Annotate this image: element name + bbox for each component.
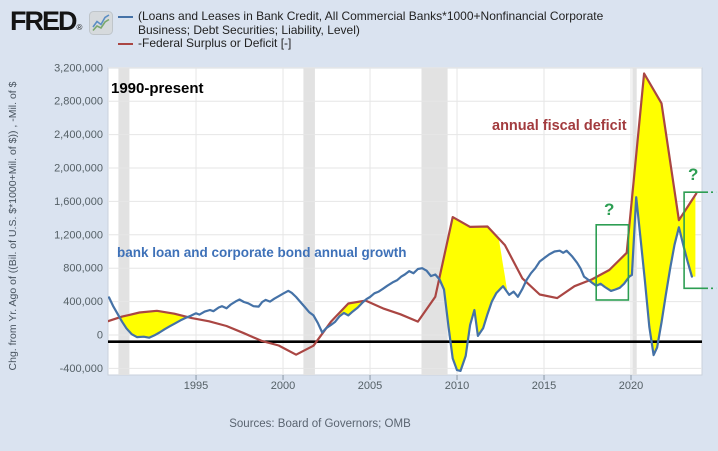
legend-label: -Federal Surplus or Deficit [-] [138,36,292,50]
legend-marker [118,43,133,45]
annotation-box-2 [683,191,706,290]
recession-band [118,68,130,375]
series-line-federal-deficit [108,72,698,356]
annotation-box-1 [595,224,630,301]
y-tick-label: 1,600,000 [54,196,103,208]
recession-band [421,68,448,375]
fred-logo-chart-icon [89,11,114,35]
y-tick-label: 2,000,000 [54,163,103,175]
x-tick-label: 2010 [445,380,469,392]
legend-item: -Federal Surplus or Deficit [-] [118,36,698,51]
fill-between-region [589,74,696,355]
fred-logo[interactable]: FRED ® [10,6,114,36]
x-tick-label: 1995 [184,380,208,392]
annotation-fiscal-deficit-label: annual fiscal deficit [492,118,627,134]
registered-mark: ® [76,23,83,32]
legend-item: (Loans and Leases in Bank Credit, All Co… [118,9,698,37]
legend-label: (Loans and Leases in Bank Credit, All Co… [138,9,604,37]
annotation-period-label: 1990-present [111,80,204,97]
x-tick-label: 2020 [619,380,643,392]
x-tick-label: 2005 [358,380,382,392]
y-axis-title: Chg. from Yr. Ago of ((Bil. of U.S. $*10… [7,81,19,371]
y-tick-label: 3,200,000 [54,62,103,74]
legend: (Loans and Leases in Bank Credit, All Co… [118,9,698,51]
plot-area [107,67,703,376]
y-tick-label: 2,400,000 [54,129,103,141]
source-citation: Sources: Board of Governors; OMB [229,418,411,430]
recession-band [303,68,315,375]
y-tick-label: 800,000 [63,263,103,275]
y-tick-label: 400,000 [63,296,103,308]
x-tick-label: 2000 [271,380,295,392]
y-tick-label: 0 [97,330,103,342]
y-tick-label: -400,000 [60,363,103,375]
fill-between-region [439,217,508,371]
legend-marker [118,16,133,18]
fred-logo-text: FRED [10,6,77,36]
question-mark-annotation-2018: ? [604,200,615,219]
y-tick-label: 2,800,000 [54,96,103,108]
x-tick-label: 2015 [532,380,556,392]
fill-between-region [116,310,196,338]
question-mark-annotation-2023: ? [688,165,699,184]
annotation-credit-growth-label: bank loan and corporate bond annual grow… [117,245,407,260]
y-tick-label: 1,200,000 [54,229,103,241]
